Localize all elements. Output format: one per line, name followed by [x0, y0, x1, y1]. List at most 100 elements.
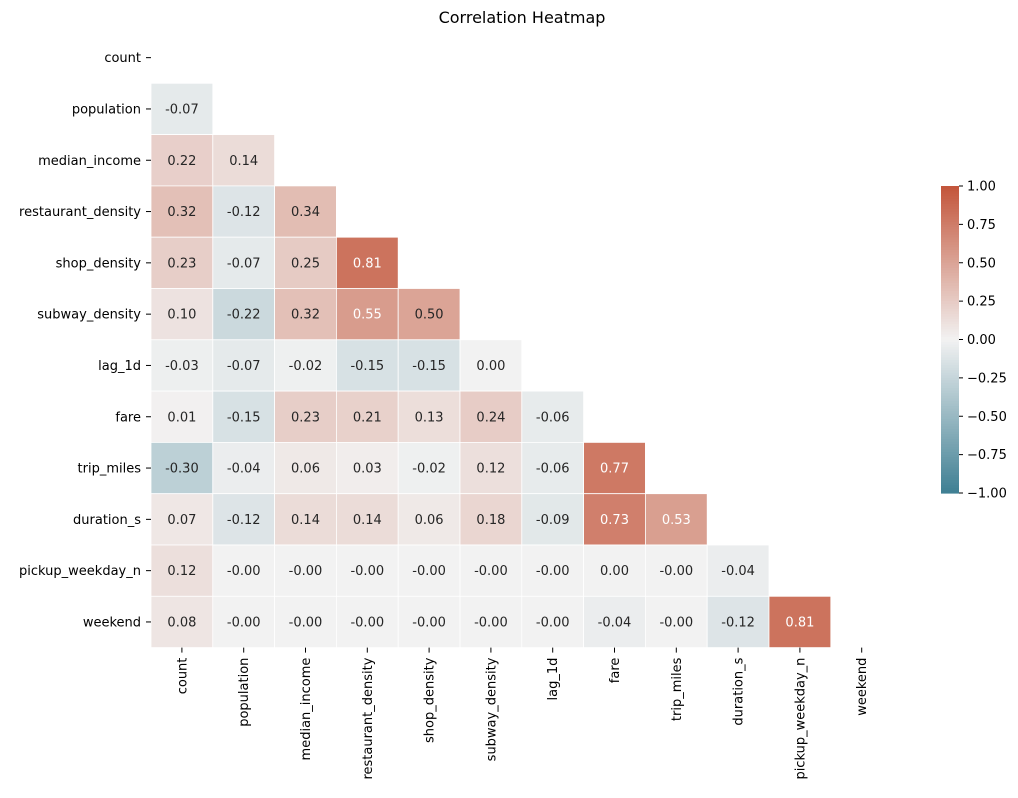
colorbar-segment: [941, 485, 959, 489]
cell-value-label: -0.06: [536, 462, 570, 477]
cell-value-label: -0.00: [474, 615, 508, 630]
colorbar-segment: [941, 252, 959, 256]
colorbar-segment: [941, 290, 959, 295]
colorbar-segment: [941, 206, 959, 210]
colorbar-segment: [941, 344, 959, 348]
cell-value-label: 0.22: [167, 154, 196, 169]
heatmap-cell: [335, 288, 399, 341]
heatmap-cell: [335, 493, 399, 546]
colorbar-segment: [941, 339, 959, 343]
colorbar-segment: [941, 395, 959, 399]
colorbar-segment: [941, 311, 959, 315]
cell-value-label: -0.04: [721, 564, 755, 579]
y-tick-label: median_income: [38, 154, 141, 169]
heatmap-cell: [645, 493, 708, 546]
colorbar-segment: [941, 418, 959, 422]
colorbar-segment: [941, 244, 959, 248]
heatmap-cell: [397, 288, 461, 341]
colorbar-segment: [941, 457, 959, 461]
colorbar-segment: [941, 232, 959, 236]
heatmap-cell: [150, 390, 214, 443]
colorbar-tick-label: −1.00: [967, 487, 1007, 502]
heatmap-cell: [459, 595, 523, 648]
cell-value-label: 0.34: [291, 205, 320, 220]
colorbar-segment: [941, 280, 959, 284]
colorbar-segment: [941, 441, 959, 445]
cell-value-label: 0.12: [476, 462, 505, 477]
colorbar-segment: [941, 270, 959, 274]
colorbar-segment: [941, 434, 959, 438]
colorbar-segment: [941, 288, 959, 292]
cell-value-label: 0.23: [291, 410, 320, 425]
colorbar-segment: [941, 265, 959, 269]
x-tick-label: population: [237, 658, 252, 727]
colorbar-segment: [941, 186, 959, 190]
cell-value-label: 0.10: [167, 308, 196, 323]
cell-value-label: -0.04: [598, 615, 632, 630]
heatmap-cell: [150, 82, 214, 136]
cell-value-label: -0.02: [289, 359, 323, 374]
cell-value-label: -0.15: [227, 410, 261, 425]
heatmap-cell: [459, 390, 523, 443]
colorbar-segment: [941, 242, 959, 246]
y-tick-label: weekend: [83, 615, 141, 630]
colorbar-segment: [941, 191, 959, 195]
heatmap-cell: [150, 595, 214, 648]
heatmap-cell: [521, 493, 584, 546]
colorbar-segment: [941, 390, 959, 394]
cell-value-label: 0.01: [167, 410, 196, 425]
colorbar-segment: [941, 214, 959, 218]
colorbar-segment: [941, 372, 959, 376]
colorbar-segment: [941, 188, 959, 192]
heatmap-cell: [645, 595, 708, 648]
heatmap-cell: [583, 544, 646, 597]
cell-value-label: 0.18: [476, 513, 505, 528]
colorbar-segment: [941, 388, 959, 392]
colorbar-segment: [941, 446, 959, 451]
colorbar-segment: [941, 216, 959, 220]
colorbar-segment: [941, 403, 959, 407]
cell-value-label: 0.08: [167, 615, 196, 630]
colorbar-segment: [941, 406, 959, 410]
chart-title: Correlation Heatmap: [439, 8, 606, 27]
cell-value-label: -0.00: [474, 564, 508, 579]
colorbar-segment: [941, 454, 959, 458]
cell-value-label: -0.00: [412, 615, 446, 630]
cell-value-label: -0.15: [350, 359, 384, 374]
colorbar-tick-label: −0.75: [967, 448, 1007, 463]
y-tick-label: count: [104, 51, 141, 66]
colorbar-segment: [941, 472, 959, 476]
heatmap-cell: [397, 339, 461, 392]
colorbar-segment: [941, 301, 959, 305]
heatmap-cell: [397, 544, 461, 597]
y-tick-label: duration_s: [73, 513, 141, 528]
colorbar-segment: [941, 365, 959, 369]
colorbar-tick-label: 0.75: [967, 218, 996, 233]
cell-value-label: 0.81: [353, 256, 382, 271]
cell-value-label: 0.14: [291, 513, 320, 528]
x-axis-ticks: count population median_income restaurant_d…: [175, 647, 870, 780]
x-tick-label: weekend: [855, 658, 870, 716]
colorbar-segment: [941, 439, 959, 443]
colorbar-segment: [941, 303, 959, 307]
colorbar-segment: [941, 209, 959, 213]
colorbar-segment: [941, 436, 959, 440]
colorbar-segment: [941, 467, 959, 471]
colorbar-tick-label: 1.00: [967, 180, 996, 195]
colorbar-segment: [941, 411, 959, 415]
colorbar-segment: [941, 321, 959, 325]
y-tick-label: subway_density: [37, 308, 141, 323]
colorbar-segment: [941, 400, 959, 405]
cell-value-label: 0.77: [600, 462, 629, 477]
cell-value-label: -0.00: [350, 564, 384, 579]
heatmap-cell: [212, 390, 276, 443]
y-tick-label: trip_miles: [78, 462, 142, 477]
heatmap-cell: [212, 134, 276, 187]
colorbar-segment: [941, 469, 959, 474]
cell-value-label: 0.00: [600, 564, 629, 579]
colorbar-segment: [941, 313, 959, 318]
heatmap-cell: [335, 339, 399, 392]
cell-value-label: -0.04: [227, 462, 261, 477]
cell-value-label: -0.00: [536, 564, 570, 579]
heatmap-cell: [706, 544, 770, 597]
